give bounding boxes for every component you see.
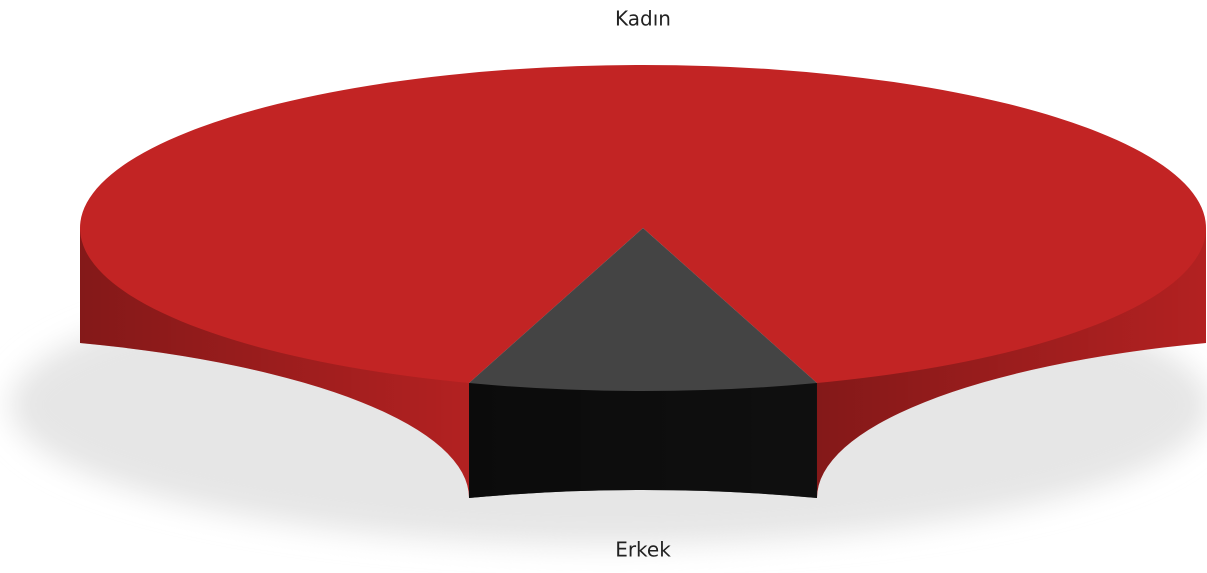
tops xyxy=(79,64,1207,391)
labels: Kadın Erkek xyxy=(615,7,671,562)
slice-label: Erkek xyxy=(615,538,671,562)
side-shade xyxy=(469,375,817,499)
slice-label: Kadın xyxy=(615,7,671,31)
slice xyxy=(469,228,817,391)
slice xyxy=(79,64,1207,384)
